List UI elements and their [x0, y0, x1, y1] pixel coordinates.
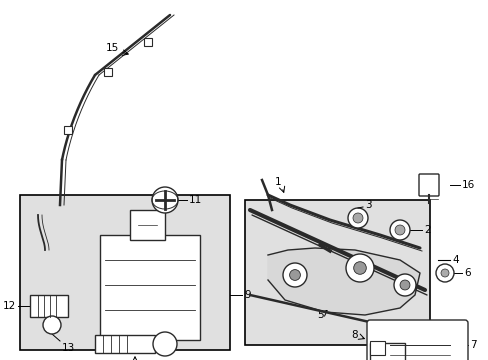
Circle shape: [352, 213, 362, 223]
Bar: [369, 341, 384, 355]
Text: 16: 16: [461, 180, 474, 190]
Text: 13: 13: [62, 343, 75, 353]
Polygon shape: [267, 248, 419, 315]
Circle shape: [289, 270, 300, 280]
Bar: [130, 210, 164, 240]
Text: 1: 1: [274, 177, 281, 187]
Circle shape: [435, 264, 453, 282]
Circle shape: [283, 263, 306, 287]
Circle shape: [394, 225, 404, 235]
Text: 5: 5: [316, 310, 323, 320]
Circle shape: [347, 208, 367, 228]
Bar: [369, 343, 404, 360]
FancyBboxPatch shape: [366, 320, 467, 360]
Text: 2: 2: [423, 225, 430, 235]
FancyBboxPatch shape: [418, 174, 438, 196]
Text: 12: 12: [3, 301, 16, 311]
Bar: [244, 200, 429, 345]
Circle shape: [153, 332, 177, 356]
Circle shape: [346, 254, 373, 282]
Circle shape: [399, 280, 409, 290]
Text: 7: 7: [469, 340, 476, 350]
Text: 3: 3: [364, 200, 371, 210]
Bar: [20, 195, 229, 350]
Circle shape: [440, 269, 448, 277]
Bar: [143, 38, 152, 46]
Bar: [104, 68, 112, 76]
Circle shape: [152, 187, 178, 213]
Text: 10: 10: [177, 285, 190, 295]
Circle shape: [353, 262, 366, 274]
Bar: [100, 235, 200, 340]
Circle shape: [389, 220, 409, 240]
Bar: [64, 126, 72, 134]
Bar: [95, 335, 155, 353]
Text: 6: 6: [463, 268, 469, 278]
Text: 4: 4: [451, 255, 458, 265]
Text: 11: 11: [189, 195, 202, 205]
Text: 15: 15: [105, 43, 119, 53]
Circle shape: [393, 274, 415, 296]
Bar: [30, 295, 68, 317]
Circle shape: [43, 316, 61, 334]
Text: 9: 9: [244, 290, 250, 300]
Text: 8: 8: [351, 330, 358, 340]
